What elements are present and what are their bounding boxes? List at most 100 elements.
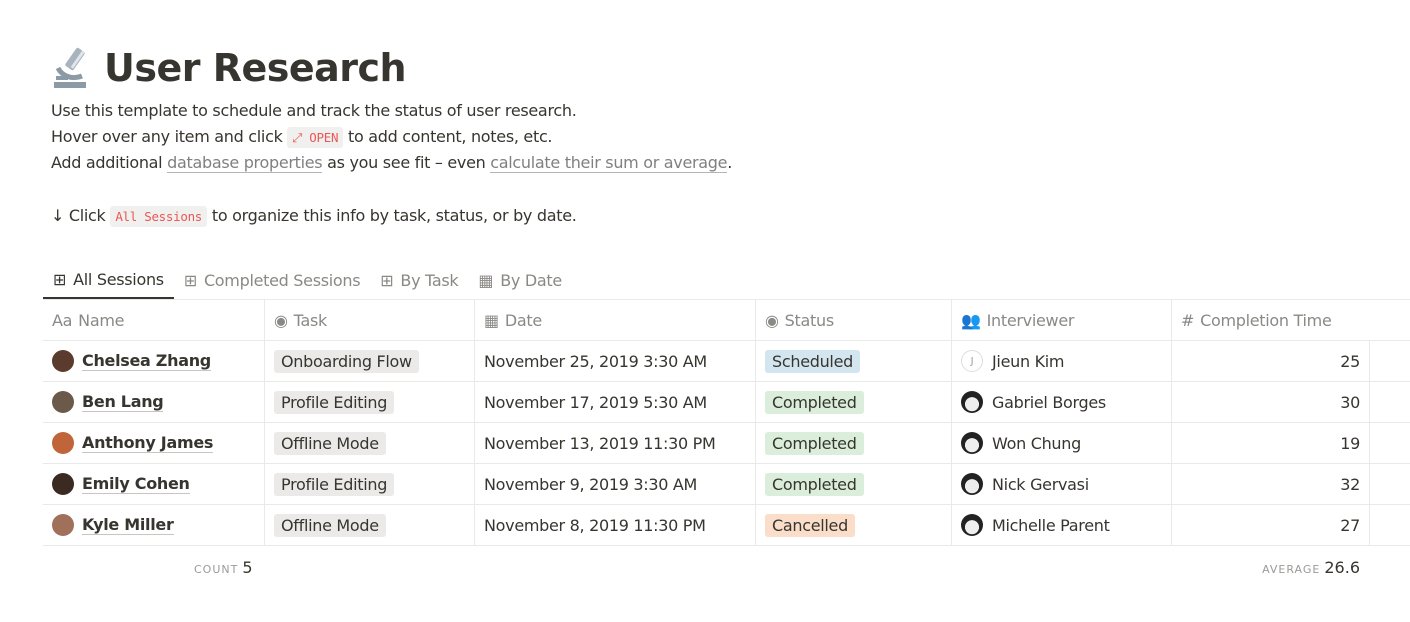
all-sessions-code: All Sessions — [110, 206, 208, 227]
task-cell[interactable]: Profile Editing — [265, 464, 475, 504]
avatar — [52, 350, 74, 372]
column-header-task[interactable]: ◉ Task — [265, 300, 475, 340]
interviewer-cell[interactable]: Nick Gervasi — [952, 464, 1172, 504]
calendar-icon: ▦ — [478, 271, 494, 290]
interviewer-cell[interactable]: Michelle Parent — [952, 505, 1172, 545]
avatar — [52, 432, 74, 454]
table-row[interactable]: Kyle Miller Offline Mode November 8, 201… — [43, 505, 1410, 546]
column-header-date[interactable]: ▦ Date — [475, 300, 756, 340]
tab-completed-sessions[interactable]: ⊞ Completed Sessions — [174, 262, 370, 299]
completion-time-value: 32 — [1340, 474, 1360, 494]
text-icon: Aa — [52, 310, 73, 330]
session-name[interactable]: Anthony James — [82, 433, 214, 453]
name-cell[interactable]: Emily Cohen — [43, 464, 265, 504]
name-cell[interactable]: Chelsea Zhang — [43, 341, 265, 381]
count-summary[interactable]: COUNT 5 — [194, 558, 253, 577]
column-label: Task — [293, 310, 328, 330]
calculate-link[interactable]: calculate their sum or average — [490, 153, 728, 173]
sessions-table: Aa Name ◉ Task ▦ Date ◉ Status 👥 Interviewer … — [43, 299, 1410, 546]
interviewer-name: Michelle Parent — [992, 515, 1110, 535]
column-header-status[interactable]: ◉ Status — [756, 300, 952, 340]
avatar — [961, 391, 983, 413]
completion-time-cell[interactable]: 19 — [1172, 423, 1370, 463]
database-properties-link[interactable]: database properties — [167, 153, 323, 173]
session-name[interactable]: Emily Cohen — [82, 474, 190, 494]
text: ↓ Click — [51, 206, 106, 225]
average-value: 26.6 — [1324, 558, 1360, 577]
column-header-completion-time[interactable]: # Completion Time — [1172, 300, 1370, 340]
table-row[interactable]: Emily Cohen Profile Editing November 9, … — [43, 464, 1410, 505]
tab-by-task[interactable]: ⊞ By Task — [370, 262, 468, 299]
interviewer-cell[interactable]: Gabriel Borges — [952, 382, 1172, 422]
avatar — [961, 473, 983, 495]
completion-time-cell[interactable]: 25 — [1172, 341, 1370, 381]
column-label: Completion Time — [1200, 310, 1332, 330]
select-icon: ◉ — [765, 310, 779, 330]
date-value: November 9, 2019 3:30 AM — [484, 474, 698, 494]
date-value: November 25, 2019 3:30 AM — [484, 351, 707, 371]
interviewer-name: Nick Gervasi — [992, 474, 1089, 494]
status-badge: Completed — [765, 472, 864, 496]
description-line: Hover over any item and click ⤢ OPEN to … — [51, 127, 553, 148]
avatar — [52, 391, 74, 413]
task-tag: Offline Mode — [274, 513, 386, 537]
name-cell[interactable]: Ben Lang — [43, 382, 265, 422]
status-cell[interactable]: Completed — [756, 423, 952, 463]
session-name[interactable]: Kyle Miller — [82, 515, 174, 535]
tab-all-sessions[interactable]: ⊞ All Sessions — [43, 262, 174, 299]
tab-label: By Task — [400, 271, 459, 290]
avatar — [52, 473, 74, 495]
completion-time-value: 19 — [1340, 433, 1360, 453]
date-cell[interactable]: November 13, 2019 11:30 PM — [475, 423, 756, 463]
session-name[interactable]: Ben Lang — [82, 392, 164, 412]
description-line: ↓ Click All Sessions to organize this in… — [51, 206, 577, 227]
completion-time-cell[interactable]: 30 — [1172, 382, 1370, 422]
status-badge: Completed — [765, 431, 864, 455]
task-cell[interactable]: Profile Editing — [265, 382, 475, 422]
completion-time-value: 30 — [1340, 392, 1360, 412]
tab-by-date[interactable]: ▦ By Date — [468, 262, 572, 299]
completion-time-value: 27 — [1340, 515, 1360, 535]
description-line: Use this template to schedule and track … — [51, 101, 577, 120]
column-label: Interviewer — [986, 310, 1075, 330]
status-badge: Scheduled — [765, 349, 860, 373]
text: to add content, notes, etc. — [347, 127, 553, 146]
date-cell[interactable]: November 8, 2019 11:30 PM — [475, 505, 756, 545]
description-line: Add additional database properties as yo… — [51, 153, 732, 173]
table-row[interactable]: Chelsea Zhang Onboarding Flow November 2… — [43, 341, 1410, 382]
avatar — [52, 514, 74, 536]
task-tag: Offline Mode — [274, 431, 386, 455]
table-row[interactable]: Ben Lang Profile Editing November 17, 20… — [43, 382, 1410, 423]
task-cell[interactable]: Offline Mode — [265, 423, 475, 463]
completion-time-cell[interactable]: 27 — [1172, 505, 1370, 545]
interviewer-cell[interactable]: J Jieun Kim — [952, 341, 1172, 381]
people-icon: 👥 — [961, 310, 981, 330]
count-value: 5 — [242, 558, 253, 577]
completion-time-value: 25 — [1340, 351, 1360, 371]
completion-time-cell[interactable]: 32 — [1172, 464, 1370, 504]
column-header-interviewer[interactable]: 👥 Interviewer — [952, 300, 1172, 340]
count-label: COUNT — [194, 563, 239, 576]
status-cell[interactable]: Scheduled — [756, 341, 952, 381]
session-name[interactable]: Chelsea Zhang — [82, 351, 211, 371]
table-row[interactable]: Anthony James Offline Mode November 13, … — [43, 423, 1410, 464]
tab-label: All Sessions — [73, 270, 164, 289]
select-icon: ◉ — [274, 310, 288, 330]
interviewer-cell[interactable]: Won Chung — [952, 423, 1172, 463]
status-cell[interactable]: Cancelled — [756, 505, 952, 545]
calendar-icon: ▦ — [484, 310, 499, 330]
column-header-name[interactable]: Aa Name — [43, 300, 265, 340]
task-cell[interactable]: Offline Mode — [265, 505, 475, 545]
date-value: November 13, 2019 11:30 PM — [484, 433, 716, 453]
status-cell[interactable]: Completed — [756, 382, 952, 422]
name-cell[interactable]: Anthony James — [43, 423, 265, 463]
average-summary[interactable]: AVERAGE 26.6 — [1262, 558, 1360, 577]
microscope-icon — [54, 47, 86, 88]
name-cell[interactable]: Kyle Miller — [43, 505, 265, 545]
task-cell[interactable]: Onboarding Flow — [265, 341, 475, 381]
date-cell[interactable]: November 9, 2019 3:30 AM — [475, 464, 756, 504]
date-cell[interactable]: November 25, 2019 3:30 AM — [475, 341, 756, 381]
date-cell[interactable]: November 17, 2019 5:30 AM — [475, 382, 756, 422]
status-cell[interactable]: Completed — [756, 464, 952, 504]
column-label: Date — [504, 310, 542, 330]
